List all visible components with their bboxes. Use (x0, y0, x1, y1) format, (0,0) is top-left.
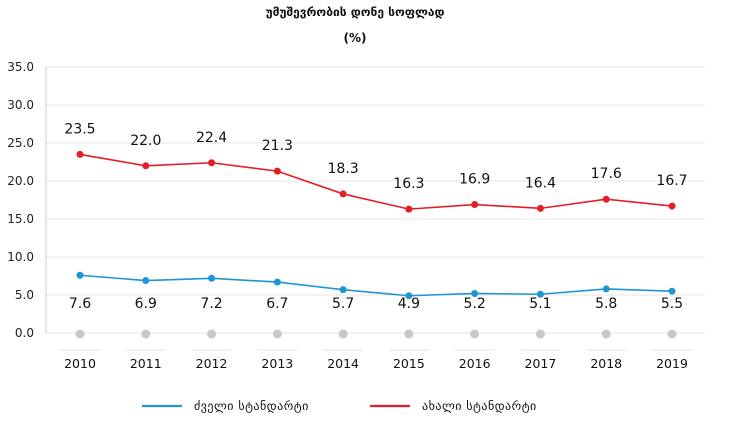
data-point[interactable] (668, 287, 676, 295)
y-tick-label: 15.0 (7, 212, 34, 226)
x-tick-label: 2018 (590, 356, 622, 371)
data-label: 4.9 (398, 296, 420, 312)
axis-marker (404, 329, 414, 339)
data-point[interactable] (405, 292, 413, 300)
axis-marker (207, 329, 217, 339)
x-tick-label: 2016 (459, 356, 491, 371)
axis-marker (338, 329, 348, 339)
data-point[interactable] (536, 204, 544, 212)
grid-lines (46, 66, 705, 334)
x-tick-label: 2011 (130, 356, 162, 371)
series-line (79, 274, 673, 297)
data-label: 5.2 (464, 296, 486, 312)
axis-marker (601, 329, 611, 339)
data-point[interactable] (668, 202, 676, 210)
data-point[interactable] (76, 150, 84, 158)
data-point[interactable] (339, 286, 347, 294)
data-point[interactable] (273, 167, 281, 175)
data-point[interactable] (405, 205, 413, 213)
data-label: 18.3 (328, 161, 359, 177)
x-tick-label: 2012 (196, 356, 228, 371)
data-point[interactable] (602, 195, 610, 203)
series-1: 7.6 6.9 7.2 6.7 5.7 4.9 5.2 5.1 5.8 5.5 (69, 271, 683, 312)
chart-title: უმუშევრობის დონე სოფლად (265, 5, 444, 19)
legend-item-2[interactable]: ახალი სტანდარტი (370, 399, 537, 413)
axis-marker (272, 329, 282, 339)
x-axis: 2010 2011 2012 2013 2014 2015 2016 2017 2018 2019 (60, 329, 692, 371)
data-label: 16.7 (656, 173, 687, 189)
data-point[interactable] (339, 190, 347, 198)
legend-label: ახალი სტანდარტი (422, 399, 537, 413)
data-point[interactable] (142, 277, 150, 285)
y-tick-label: 35.0 (7, 60, 34, 74)
series-line (79, 153, 673, 210)
x-tick-label: 2013 (261, 356, 293, 371)
series-2: 23.5 22.0 22.4 21.3 18.3 16.3 16.9 16.4 17.6 16.7 (64, 121, 688, 213)
data-label: 5.8 (595, 296, 617, 312)
data-label: 5.7 (332, 296, 354, 312)
axis-marker (667, 329, 677, 339)
chart-subtitle: (%) (344, 31, 367, 45)
data-point[interactable] (142, 162, 150, 170)
data-label: 7.6 (69, 296, 91, 312)
x-tick-label: 2019 (656, 356, 688, 371)
y-axis: 0.0 5.0 10.0 15.0 20.0 25.0 30.0 35.0 (7, 60, 47, 340)
data-label: 22.4 (196, 130, 227, 146)
y-tick-label: 30.0 (7, 98, 34, 112)
data-point[interactable] (471, 289, 479, 297)
legend-label: ძველი სტანდარტი (194, 399, 309, 413)
data-point[interactable] (76, 271, 84, 279)
data-point[interactable] (602, 285, 610, 293)
data-point[interactable] (536, 290, 544, 298)
axis-marker (535, 329, 545, 339)
data-label: 5.1 (529, 296, 551, 312)
data-label: 17.6 (591, 166, 622, 182)
legend: ძველი სტანდარტი ახალი სტანდარტი (142, 399, 537, 413)
x-tick-label: 2015 (393, 356, 425, 371)
data-label: 16.3 (393, 176, 424, 192)
data-point[interactable] (471, 201, 479, 209)
data-label: 16.9 (459, 172, 490, 188)
y-tick-label: 20.0 (7, 174, 34, 188)
y-tick-label: 0.0 (15, 326, 34, 340)
data-label: 6.7 (266, 296, 288, 312)
axis-marker (141, 329, 151, 339)
legend-item-1[interactable]: ძველი სტანდარტი (142, 399, 309, 413)
x-tick-label: 2010 (64, 356, 96, 371)
series-group: 7.6 6.9 7.2 6.7 5.7 4.9 5.2 5.1 5.8 5.5 23.5 22.0 22… (64, 121, 687, 312)
data-label: 16.4 (525, 175, 556, 191)
data-label: 23.5 (64, 121, 95, 137)
data-label: 5.5 (661, 296, 683, 312)
data-label: 21.3 (262, 138, 293, 154)
data-label: 6.9 (135, 296, 157, 312)
data-point[interactable] (273, 278, 281, 286)
axis-marker (470, 329, 480, 339)
y-tick-label: 25.0 (7, 136, 34, 150)
data-point[interactable] (208, 274, 216, 282)
data-label: 7.2 (200, 296, 222, 312)
y-tick-label: 10.0 (7, 250, 34, 264)
x-tick-label: 2014 (327, 356, 359, 371)
x-tick-label: 2017 (525, 356, 557, 371)
data-label: 22.0 (130, 133, 161, 149)
data-point[interactable] (208, 159, 216, 167)
axis-marker (75, 329, 85, 339)
y-tick-label: 5.0 (15, 288, 34, 302)
